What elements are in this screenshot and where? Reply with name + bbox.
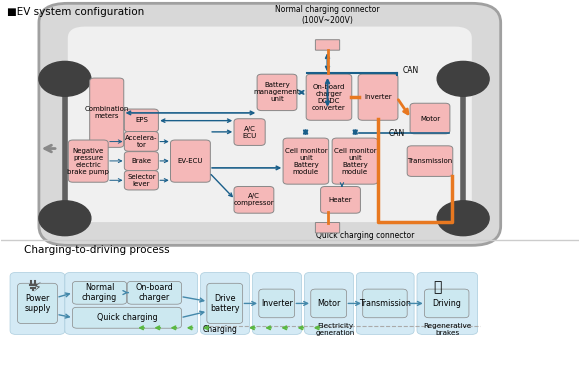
Text: A/C
ECU: A/C ECU: [242, 126, 257, 138]
FancyBboxPatch shape: [417, 273, 477, 334]
Text: On-board
charger: On-board charger: [136, 283, 173, 303]
FancyBboxPatch shape: [10, 273, 65, 334]
Circle shape: [39, 61, 91, 96]
Text: 🚙: 🚙: [434, 280, 442, 294]
FancyBboxPatch shape: [39, 4, 501, 245]
FancyBboxPatch shape: [358, 74, 398, 120]
FancyBboxPatch shape: [68, 27, 472, 222]
Text: Regenerative
brakes: Regenerative brakes: [423, 323, 472, 336]
Text: Combination
meters: Combination meters: [85, 106, 129, 119]
FancyBboxPatch shape: [72, 281, 126, 304]
Text: Heater: Heater: [329, 197, 352, 203]
Text: Charging-to-driving process: Charging-to-driving process: [24, 245, 170, 255]
Circle shape: [437, 61, 489, 96]
Text: ⚡: ⚡: [34, 281, 42, 294]
Text: Quick charging: Quick charging: [97, 313, 157, 322]
Text: Selector
lever: Selector lever: [127, 174, 155, 187]
Text: Accelera-
tor: Accelera- tor: [125, 135, 158, 148]
FancyBboxPatch shape: [124, 109, 158, 132]
Text: Brake: Brake: [131, 158, 151, 164]
Text: Transmission: Transmission: [407, 158, 452, 164]
FancyBboxPatch shape: [124, 170, 158, 190]
FancyBboxPatch shape: [321, 186, 360, 213]
FancyBboxPatch shape: [201, 273, 249, 334]
Text: Inverter: Inverter: [364, 94, 392, 100]
FancyBboxPatch shape: [257, 74, 297, 111]
Circle shape: [437, 201, 489, 236]
FancyBboxPatch shape: [171, 140, 211, 182]
Text: ■EV system configuration: ■EV system configuration: [7, 7, 144, 17]
FancyBboxPatch shape: [362, 289, 407, 318]
Text: Normal
charging: Normal charging: [82, 283, 117, 303]
Text: Motor: Motor: [317, 299, 340, 308]
Text: Inverter: Inverter: [261, 299, 293, 308]
Text: Drive
battery: Drive battery: [210, 294, 240, 313]
Circle shape: [39, 201, 91, 236]
FancyBboxPatch shape: [410, 103, 450, 134]
FancyBboxPatch shape: [316, 40, 340, 50]
Text: Quick charging connector: Quick charging connector: [316, 230, 414, 239]
FancyBboxPatch shape: [425, 289, 469, 318]
Text: Negative
pressure
electric
brake pump: Negative pressure electric brake pump: [67, 148, 109, 175]
FancyBboxPatch shape: [316, 222, 340, 233]
FancyBboxPatch shape: [124, 152, 158, 170]
FancyBboxPatch shape: [127, 281, 182, 304]
FancyBboxPatch shape: [283, 138, 329, 184]
FancyBboxPatch shape: [207, 283, 242, 324]
Text: Cell monitor
unit
Battery
module: Cell monitor unit Battery module: [334, 148, 376, 175]
FancyBboxPatch shape: [259, 289, 295, 318]
FancyBboxPatch shape: [68, 140, 108, 182]
Text: Electricity
generation: Electricity generation: [316, 323, 354, 336]
FancyBboxPatch shape: [407, 146, 453, 176]
Text: Motor: Motor: [420, 115, 440, 122]
FancyBboxPatch shape: [234, 186, 274, 213]
FancyBboxPatch shape: [17, 283, 57, 324]
Text: Cell monitor
unit
Battery
module: Cell monitor unit Battery module: [285, 148, 327, 175]
FancyBboxPatch shape: [311, 289, 347, 318]
FancyBboxPatch shape: [356, 273, 414, 334]
Text: Driving: Driving: [432, 299, 461, 308]
FancyBboxPatch shape: [252, 273, 302, 334]
FancyBboxPatch shape: [90, 78, 124, 147]
FancyBboxPatch shape: [332, 138, 378, 184]
FancyBboxPatch shape: [306, 74, 351, 120]
Text: A/C
compressor: A/C compressor: [234, 193, 274, 206]
Text: Normal charging connector
(100V~200V): Normal charging connector (100V~200V): [275, 5, 380, 25]
Text: Charging: Charging: [202, 325, 237, 334]
Text: CAN: CAN: [388, 129, 404, 138]
Text: EV-ECU: EV-ECU: [177, 158, 203, 164]
FancyBboxPatch shape: [65, 273, 198, 334]
Text: CAN: CAN: [403, 66, 419, 75]
Text: Power
supply: Power supply: [24, 294, 50, 313]
FancyBboxPatch shape: [72, 307, 182, 328]
FancyBboxPatch shape: [234, 119, 265, 145]
FancyBboxPatch shape: [304, 273, 353, 334]
Text: Transmission: Transmission: [359, 299, 411, 308]
Text: On-board
charger
DC/DC
converter: On-board charger DC/DC converter: [312, 84, 346, 111]
Text: Battery
management
unit: Battery management unit: [253, 82, 300, 103]
Text: EPS: EPS: [135, 117, 148, 124]
FancyBboxPatch shape: [124, 131, 158, 151]
